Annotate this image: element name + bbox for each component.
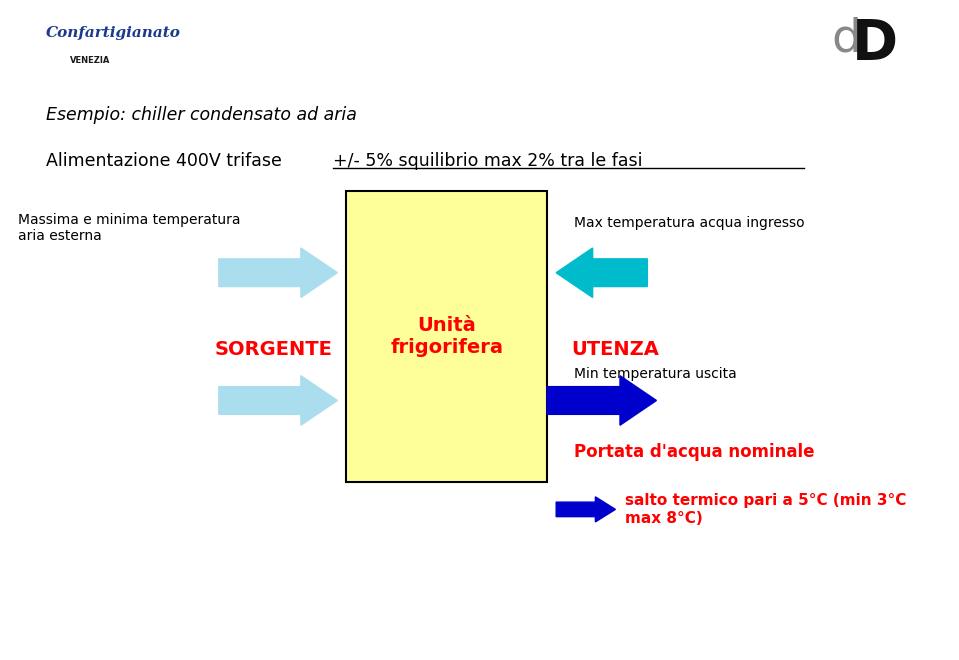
Text: Confartigianato: Confartigianato [46, 26, 180, 40]
Text: Portata d'acqua nominale: Portata d'acqua nominale [574, 444, 815, 461]
FancyArrow shape [556, 497, 616, 522]
Text: Esempio: chiller condensato ad aria: Esempio: chiller condensato ad aria [46, 106, 357, 123]
Text: Alimentazione 400V trifase: Alimentazione 400V trifase [46, 152, 287, 170]
FancyArrow shape [219, 376, 338, 425]
Text: VENEZIA: VENEZIA [70, 56, 110, 65]
FancyArrow shape [547, 376, 657, 425]
Bar [346, 191, 547, 482]
Text: D: D [852, 16, 898, 71]
Text: salto termico pari a 5°C (min 3°C
max 8°C): salto termico pari a 5°C (min 3°C max 8°… [624, 493, 906, 525]
Text: Max temperatura acqua ingresso: Max temperatura acqua ingresso [574, 216, 805, 230]
FancyArrow shape [219, 248, 338, 298]
Text: Unità
frigorifera: Unità frigorifera [390, 316, 503, 357]
Text: SORGENTE: SORGENTE [215, 341, 333, 359]
Text: UTENZA: UTENZA [572, 341, 660, 359]
Text: Massima e minima temperatura
aria esterna: Massima e minima temperatura aria estern… [18, 213, 241, 243]
Text: +/- 5% squilibrio max 2% tra le fasi: +/- 5% squilibrio max 2% tra le fasi [333, 152, 643, 170]
Text: d: d [831, 16, 861, 61]
FancyArrow shape [556, 248, 647, 298]
Text: Min temperatura uscita: Min temperatura uscita [574, 367, 737, 381]
